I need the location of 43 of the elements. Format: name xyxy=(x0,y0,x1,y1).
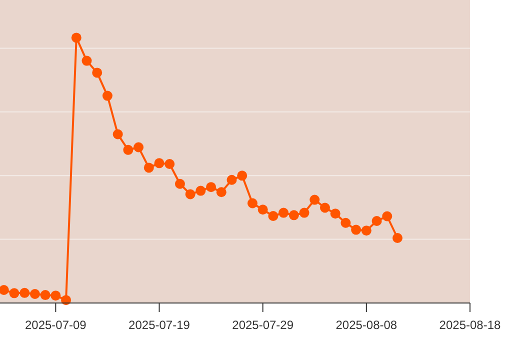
point xyxy=(102,90,112,101)
point xyxy=(237,170,248,181)
point xyxy=(164,158,175,169)
point xyxy=(299,208,310,218)
point xyxy=(0,285,9,295)
point xyxy=(226,174,237,185)
point xyxy=(185,189,196,200)
point xyxy=(144,162,154,173)
point xyxy=(82,56,92,66)
point xyxy=(92,68,102,78)
x-tick-label: 2025-07-29 xyxy=(232,318,294,332)
point xyxy=(372,216,382,226)
point xyxy=(20,288,30,298)
point xyxy=(30,288,40,299)
point xyxy=(123,144,134,155)
point xyxy=(382,211,392,222)
point xyxy=(288,210,299,220)
point xyxy=(310,194,320,205)
point xyxy=(196,186,206,196)
point xyxy=(50,290,61,301)
point xyxy=(268,210,278,221)
point xyxy=(278,208,289,218)
x-tick-label: 2025-08-08 xyxy=(336,318,398,332)
x-tick-label: 2025-07-19 xyxy=(128,318,190,332)
point xyxy=(258,204,268,215)
point xyxy=(134,142,144,152)
point xyxy=(320,202,330,213)
point xyxy=(112,129,123,140)
point xyxy=(340,218,351,228)
x-tick-label: 2025-08-18 xyxy=(439,318,502,332)
point xyxy=(154,158,164,168)
x-tick-label: 2025-07-09 xyxy=(24,318,87,332)
point xyxy=(71,32,82,43)
point xyxy=(247,198,258,208)
point xyxy=(174,178,185,189)
point xyxy=(40,290,50,300)
point xyxy=(216,187,226,198)
point xyxy=(330,208,340,219)
point xyxy=(361,226,372,236)
point xyxy=(392,233,402,243)
point xyxy=(351,224,362,235)
point xyxy=(206,182,216,192)
point xyxy=(9,288,20,298)
